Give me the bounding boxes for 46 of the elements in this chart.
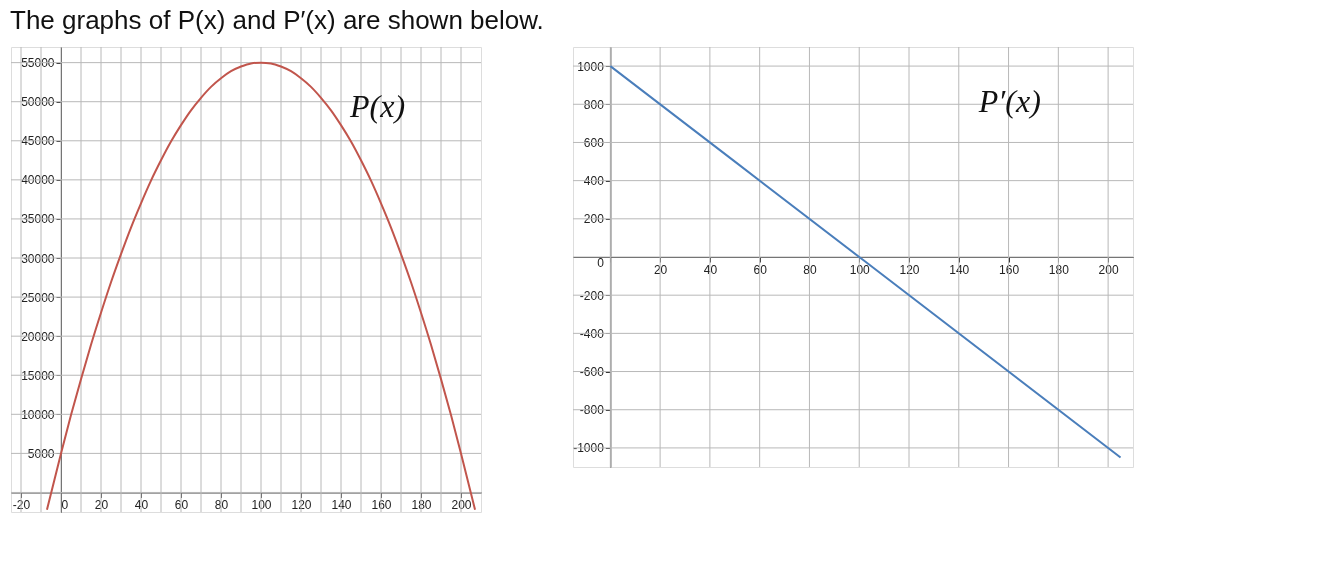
y-tick-label: -1000	[573, 441, 605, 456]
x-tick-label: 120	[291, 497, 312, 512]
x-tick-label: 140	[949, 262, 970, 277]
x-tick-label: 0	[61, 497, 69, 512]
y-tick-label: 25000	[21, 290, 55, 305]
y-tick-label: 50000	[21, 95, 55, 110]
annotation: P′(x)	[977, 82, 1041, 119]
x-tick-label: 160	[371, 497, 392, 512]
y-tick-label: 15000	[21, 368, 55, 383]
x-tick-label: 40	[703, 262, 718, 277]
x-tick-label: 20	[94, 497, 109, 512]
y-tick-label: 400	[583, 174, 605, 189]
x-tick-label: 80	[214, 497, 229, 512]
y-tick-label: 5000	[27, 446, 55, 461]
y-tick-label: 55000	[21, 56, 55, 71]
x-tick-label: 80	[803, 262, 817, 277]
y-tick-label: 20000	[21, 329, 55, 344]
x-tick-label: 180	[411, 497, 432, 512]
y-tick-label: 30000	[21, 251, 55, 266]
x-tick-label: 160	[999, 262, 1020, 277]
y-tick-label: 45000	[21, 134, 55, 149]
y-tick-label: 600	[583, 135, 605, 150]
x-tick-label: 60	[753, 262, 768, 277]
x-tick-label: 120	[899, 262, 920, 277]
y-tick-label: -800	[579, 403, 605, 418]
x-tick-label: 200	[1098, 262, 1119, 277]
y-tick-label: 35000	[21, 212, 55, 227]
y-tick-label: 10000	[21, 407, 55, 422]
y-tick-label: -600	[579, 365, 605, 380]
y-tick-label: 200	[583, 212, 605, 227]
x-tick-label: 40	[134, 497, 149, 512]
x-tick-label: 200	[451, 497, 472, 512]
x-tick-label: 20	[653, 262, 668, 277]
y-tick-label: 40000	[21, 173, 55, 188]
y-tick-label: 1000	[577, 59, 605, 74]
x-tick-label: 60	[174, 497, 189, 512]
x-tick-label: 100	[251, 497, 272, 512]
chart-title: The graphs of P(x) and P′(x) are shown below.	[10, 5, 544, 35]
y-tick-label: -400	[579, 326, 605, 341]
x-tick-label: 100	[849, 262, 871, 277]
x-tick-label: 140	[331, 497, 352, 512]
x-tick-label: -20	[12, 497, 31, 512]
x-tick-label: 180	[1048, 262, 1070, 277]
y-tick-label: -200	[579, 288, 605, 303]
annotation: P(x)	[349, 88, 406, 125]
y-tick-label: 800	[583, 97, 605, 112]
